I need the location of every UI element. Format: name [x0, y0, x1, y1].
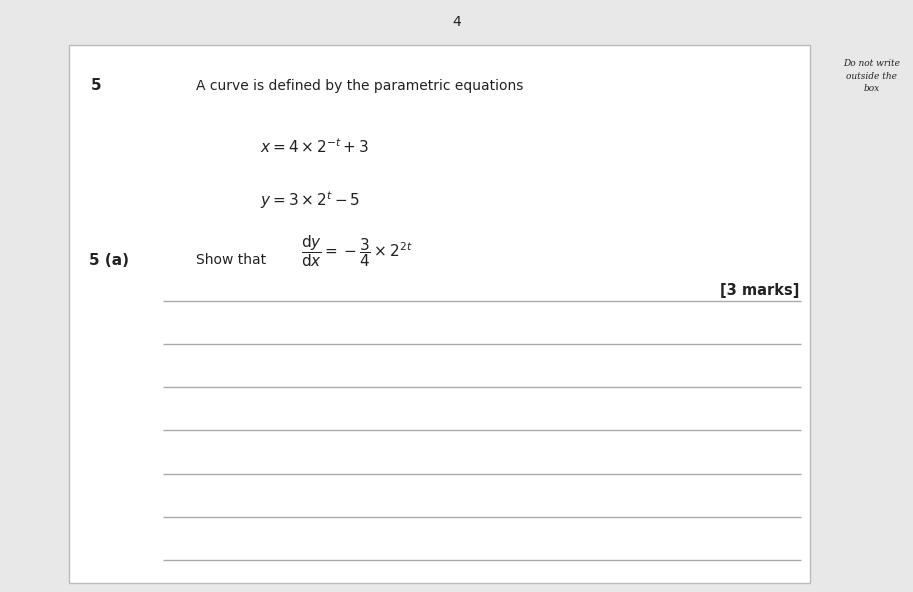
Text: $\dfrac{\mathrm{d}y}{\mathrm{d}x} = -\dfrac{3}{4} \times 2^{2t}$: $\dfrac{\mathrm{d}y}{\mathrm{d}x} = -\df…	[301, 234, 413, 269]
Text: [3 marks]: [3 marks]	[720, 282, 800, 298]
Text: $x = 4 \times 2^{-t} + 3$: $x = 4 \times 2^{-t} + 3$	[260, 137, 370, 156]
Text: Show that: Show that	[196, 253, 267, 268]
Text: 5 (a): 5 (a)	[89, 253, 130, 268]
Text: $y = 3 \times 2^{t} - 5$: $y = 3 \times 2^{t} - 5$	[260, 189, 361, 211]
Text: 5: 5	[91, 78, 102, 94]
Text: 4: 4	[452, 15, 461, 30]
Bar	[69, 45, 810, 583]
Text: A curve is defined by the parametric equations: A curve is defined by the parametric equ…	[196, 79, 524, 93]
Text: Do not write
outside the
box: Do not write outside the box	[844, 59, 900, 93]
